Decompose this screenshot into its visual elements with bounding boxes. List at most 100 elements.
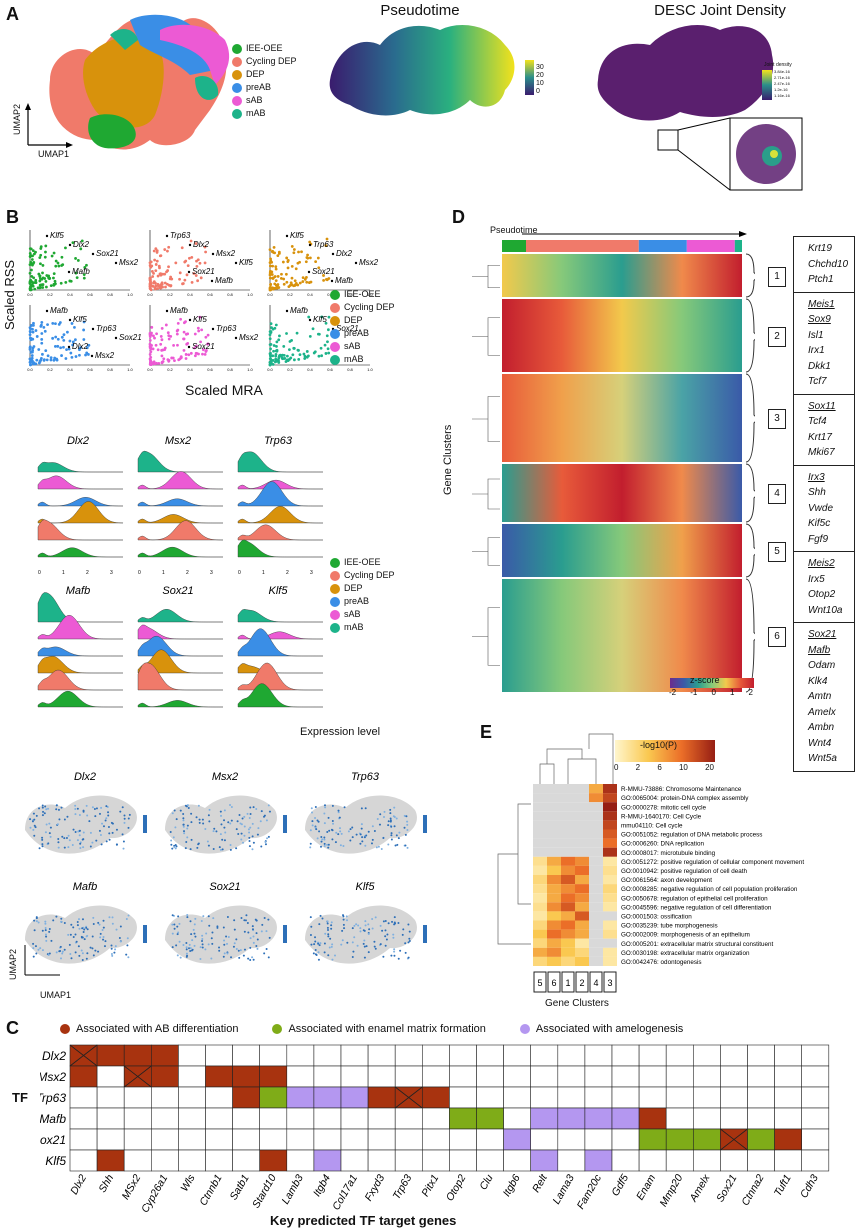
enrichment-xlabel: Gene Clusters bbox=[545, 998, 609, 1009]
feature-expr-point bbox=[121, 833, 124, 836]
scatter-point bbox=[40, 321, 44, 324]
ridge-density bbox=[37, 519, 123, 541]
gene-name: Otop2 bbox=[808, 589, 836, 600]
scatter-point bbox=[31, 263, 34, 267]
tf-target-cell bbox=[665, 1044, 694, 1067]
ridge-tick: 1 bbox=[62, 570, 65, 576]
feature-expr-point bbox=[190, 838, 193, 841]
scatter-point bbox=[323, 343, 327, 347]
feature-expr-point bbox=[267, 835, 270, 838]
tf-target-cell bbox=[530, 1086, 559, 1109]
scatter-point bbox=[193, 346, 196, 350]
scatter-point bbox=[325, 277, 328, 281]
feature-expr-point bbox=[70, 957, 73, 960]
scatter-point bbox=[319, 346, 323, 350]
feature-expr-point bbox=[327, 928, 330, 931]
feature-expr-point bbox=[218, 949, 221, 952]
scatter-point bbox=[152, 249, 156, 253]
scatter-tick: 1.0 bbox=[247, 292, 253, 297]
feature-expr-point bbox=[314, 953, 317, 956]
scatter-point bbox=[157, 361, 161, 365]
feature-expr-point bbox=[72, 828, 75, 831]
scatter-point bbox=[162, 357, 166, 361]
tf-target-cell bbox=[503, 1086, 532, 1109]
feature-expr-point bbox=[367, 923, 370, 926]
feature-expr-point bbox=[173, 809, 176, 812]
scatter-point bbox=[51, 336, 55, 340]
ridge-density bbox=[137, 498, 224, 507]
feature-expr-point bbox=[115, 928, 118, 931]
scatter-highlight bbox=[210, 279, 214, 283]
feature-expr-point bbox=[387, 843, 390, 846]
feature-expr-point bbox=[321, 838, 324, 841]
enrichment-cell bbox=[533, 865, 547, 875]
scatter-point bbox=[155, 259, 159, 263]
feature-expr-point bbox=[102, 825, 105, 828]
scatter-point bbox=[31, 327, 34, 331]
feature-expr-point bbox=[326, 926, 329, 929]
target-gene-label: Mmp20 bbox=[657, 1172, 685, 1208]
feature-expr-point bbox=[37, 948, 40, 951]
scatter-point bbox=[34, 362, 38, 366]
feature-expr-point bbox=[359, 842, 362, 845]
scatter-point bbox=[159, 335, 163, 338]
scatter-tick: 1.0 bbox=[127, 292, 133, 297]
scatter-point bbox=[51, 321, 55, 325]
feature-expr-point bbox=[186, 804, 189, 807]
feature-expr-point bbox=[38, 847, 41, 850]
tf-target-cell bbox=[178, 1107, 206, 1130]
scatter-point bbox=[182, 321, 186, 325]
gene-name: Fgf9 bbox=[808, 533, 829, 545]
feature-expr-point bbox=[221, 838, 224, 841]
scatter-point bbox=[322, 278, 325, 282]
feature-expr-point bbox=[121, 806, 124, 809]
feature-expr-point bbox=[57, 841, 60, 844]
scatter-point bbox=[87, 353, 90, 356]
feature-expr-point bbox=[48, 927, 51, 930]
scatter-point bbox=[281, 260, 285, 264]
feature-expr-point bbox=[43, 812, 46, 815]
feature-expr-point bbox=[77, 945, 80, 948]
enrichment-cell bbox=[589, 929, 603, 939]
cluster-legend-b2: IEE-OEE Cycling DEP DEP preAB sAB mAB bbox=[330, 556, 395, 634]
feature-expr-point bbox=[182, 944, 185, 947]
tf-target-cell bbox=[69, 1086, 98, 1109]
feature-expr-point bbox=[249, 958, 252, 961]
feature-expr-point bbox=[35, 952, 38, 955]
scatter-point bbox=[288, 357, 291, 361]
scatter-point bbox=[177, 358, 181, 362]
scatter-point bbox=[150, 325, 154, 329]
feature-expr-point bbox=[211, 931, 214, 934]
feature-umap1: UMAP1 bbox=[40, 990, 72, 1000]
feature-expr-point bbox=[252, 958, 255, 961]
feature-expr-point bbox=[398, 831, 401, 834]
scatter-point bbox=[303, 354, 307, 358]
target-gene-label: Col17a1 bbox=[330, 1173, 360, 1213]
scatter-point bbox=[46, 323, 49, 327]
scatter-tick: 0.8 bbox=[107, 292, 113, 297]
scatter-point bbox=[201, 352, 204, 356]
feature-expr-point bbox=[408, 940, 411, 943]
feature-expr-point bbox=[230, 819, 233, 822]
feature-expr-point bbox=[41, 838, 44, 841]
enrichment-term: GO:0042476: odontogenesis bbox=[621, 959, 702, 966]
scatter-point bbox=[324, 352, 328, 355]
scatter-point bbox=[28, 247, 32, 251]
tf-target-cell bbox=[394, 1065, 423, 1088]
feature-expr-point bbox=[367, 933, 370, 936]
feature-expr-point bbox=[125, 918, 128, 921]
scatter-point bbox=[174, 261, 178, 265]
ridge-tick: 3 bbox=[310, 570, 313, 576]
tf-target-cell bbox=[259, 1044, 288, 1067]
scatter-gene-label: Sox21 bbox=[312, 267, 335, 276]
cluster-col-label: 5 bbox=[537, 978, 542, 988]
enrichment-cell bbox=[561, 820, 575, 830]
feature-expr-point bbox=[251, 928, 254, 931]
gene-name: Ambn bbox=[808, 722, 835, 733]
feature-expr-point bbox=[78, 813, 81, 816]
feature-expr-point bbox=[126, 944, 129, 947]
scatter-point bbox=[290, 245, 294, 248]
feature-expr-point bbox=[175, 944, 178, 947]
feature-expr-point bbox=[45, 939, 48, 942]
feature-expr-point bbox=[327, 816, 330, 819]
